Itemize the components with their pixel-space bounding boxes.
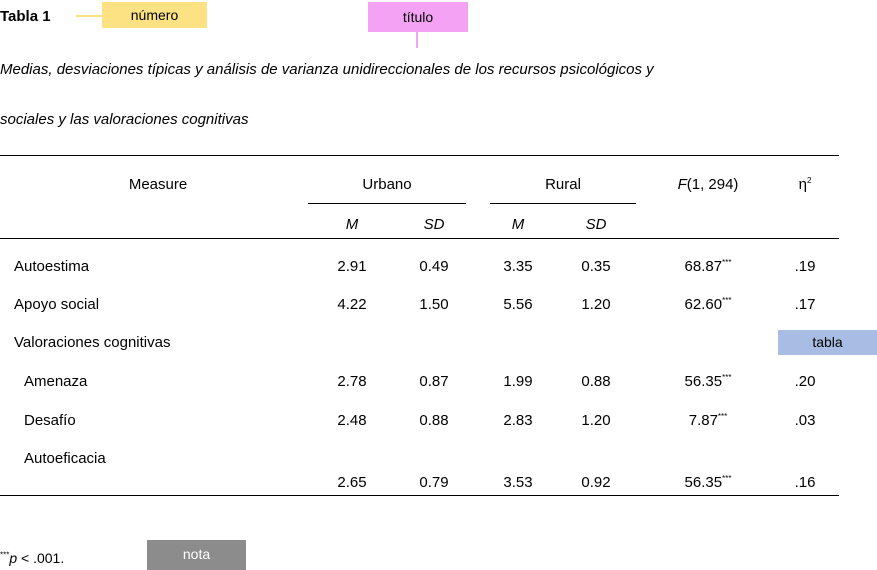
row-eta-value: .17 — [794, 296, 816, 313]
row-rural-m: 1.99 — [503, 373, 533, 390]
significance-mark: *** — [722, 474, 732, 483]
header-f-df: (1, 294) — [686, 176, 739, 193]
header-f-statistic: F(1, 294) — [678, 176, 739, 193]
f-value: 68.87 — [684, 258, 723, 275]
row-urbano-sd: 0.88 — [419, 412, 449, 429]
header-urbano: Urbano — [362, 176, 412, 193]
table-title-line-1: Medias, desviaciones típicas y análisis … — [0, 61, 654, 78]
row-urbano-m: 4.22 — [337, 296, 367, 313]
row-eta-value: .03 — [794, 412, 816, 429]
significance-mark: *** — [722, 373, 732, 382]
significance-mark: *** — [717, 412, 728, 421]
footnote-p: p — [9, 550, 18, 566]
header-urbano-sd: SD — [423, 216, 445, 233]
row-f-value: 7.87*** — [689, 412, 728, 429]
header-eta-squared: η2 — [799, 176, 812, 193]
row-rural-m: 3.53 — [503, 474, 533, 491]
f-value: 62.60 — [684, 296, 723, 313]
row-urbano-m: 2.78 — [337, 373, 367, 390]
row-rural-m: 3.35 — [503, 258, 533, 275]
significance-mark: *** — [722, 296, 732, 305]
urbano-group-rule — [308, 203, 466, 204]
f-value: 56.35 — [684, 373, 723, 390]
table-bottom-rule — [0, 495, 839, 496]
row-urbano-sd: 0.49 — [419, 258, 449, 275]
row-measure: Apoyo social — [14, 296, 100, 313]
table-title-line-2: sociales y las valoraciones cognitivas — [0, 111, 249, 128]
titulo-callout: título — [368, 2, 468, 32]
header-bottom-rule — [0, 238, 839, 239]
row-rural-sd: 0.92 — [581, 474, 611, 491]
row-rural-sd: 0.35 — [581, 258, 611, 275]
row-measure: Desafío — [24, 412, 76, 429]
header-f-letter: F — [677, 176, 687, 193]
row-rural-sd: 1.20 — [581, 412, 611, 429]
header-rural-sd: SD — [585, 216, 607, 233]
table-number: Tabla 1 — [0, 8, 51, 25]
row-eta-value: .20 — [794, 373, 816, 390]
row-rural-sd: 0.88 — [581, 373, 611, 390]
significance-mark: *** — [722, 258, 732, 267]
numero-callout: número — [102, 2, 207, 28]
numero-connector-line — [76, 15, 102, 17]
row-f-value: 56.35*** — [685, 373, 732, 390]
row-measure: Autoestima — [14, 258, 90, 275]
row-group-label: Valoraciones cognitivas — [14, 334, 171, 351]
row-urbano-m: 2.48 — [337, 412, 367, 429]
header-rural: Rural — [545, 176, 581, 193]
header-eta: η — [798, 176, 807, 193]
row-urbano-sd: 0.87 — [419, 373, 449, 390]
row-urbano-m: 2.91 — [337, 258, 367, 275]
header-rural-m: M — [511, 216, 525, 233]
header-urbano-m: M — [345, 216, 359, 233]
table-top-rule — [0, 155, 839, 156]
row-f-value: 62.60*** — [685, 296, 732, 313]
f-value: 56.35 — [684, 474, 723, 491]
row-urbano-sd: 1.50 — [419, 296, 449, 313]
header-measure: Measure — [128, 176, 188, 193]
table-footnote: ***p < .001. — [0, 550, 64, 566]
header-eta-exponent: 2 — [806, 176, 812, 185]
row-f-value: 68.87*** — [685, 258, 732, 275]
row-rural-m: 2.83 — [503, 412, 533, 429]
row-eta-value: .16 — [794, 474, 816, 491]
rural-group-rule — [490, 203, 636, 204]
footnote-text: < .001. — [17, 550, 65, 566]
titulo-connector-line — [416, 32, 418, 48]
row-measure: Amenaza — [24, 373, 88, 390]
row-urbano-sd: 0.79 — [419, 474, 449, 491]
row-f-value: 56.35*** — [685, 474, 732, 491]
tabla-callout: tabla — [778, 330, 877, 355]
f-value: 7.87 — [688, 412, 718, 429]
row-urbano-m: 2.65 — [337, 474, 367, 491]
row-eta-value: .19 — [794, 258, 816, 275]
nota-callout: nota — [147, 540, 246, 570]
footnote-significance-mark: *** — [0, 550, 10, 560]
row-rural-sd: 1.20 — [581, 296, 611, 313]
row-rural-m: 5.56 — [503, 296, 533, 313]
row-measure: Autoeficacia — [24, 450, 106, 467]
